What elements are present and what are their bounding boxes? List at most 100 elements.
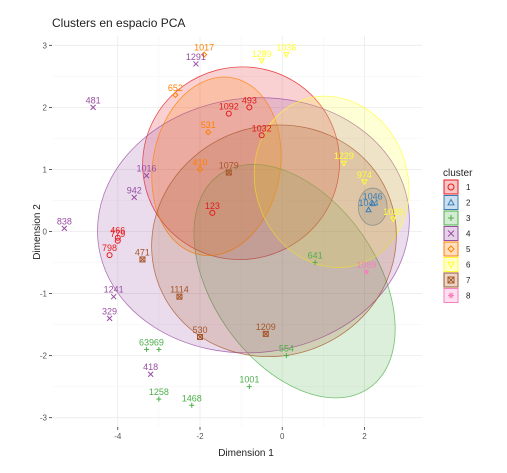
- point-label: 1017: [194, 43, 214, 53]
- point-cluster-4: [193, 61, 199, 67]
- legend: cluster 1 2 3 4 5 6 7 8: [443, 168, 473, 303]
- point-cluster-5: [205, 128, 212, 136]
- point-label: 1044: [359, 198, 379, 208]
- legend-label-2: 2: [466, 199, 471, 208]
- point-cluster-8: [364, 269, 369, 275]
- cluster-ellipse-5: [151, 76, 282, 257]
- point-cluster-1: [106, 252, 113, 259]
- x-tick-label: -4: [114, 432, 122, 441]
- point-label: 974: [357, 170, 372, 180]
- cluster-ellipse-3: [193, 164, 396, 399]
- y-tick-label: -3: [40, 414, 48, 423]
- point-label: 1039: [383, 207, 403, 217]
- point-label: 798: [102, 243, 117, 253]
- point-cluster-3: [283, 353, 289, 359]
- point-label: 493: [242, 95, 257, 105]
- point-label: 418: [143, 362, 158, 372]
- chart-title: Clusters en espacio PCA: [52, 16, 185, 30]
- x-tick-label: 0: [280, 432, 285, 441]
- legend-key-2: [443, 195, 459, 210]
- point-cluster-3: [144, 346, 150, 352]
- point-label: 531: [201, 120, 216, 130]
- x-tick-label: -2: [196, 432, 204, 441]
- legend-marker-2: [447, 198, 455, 206]
- point-cluster-3: [156, 346, 162, 352]
- point-cluster-1: [246, 104, 253, 111]
- point-cluster-4: [147, 371, 154, 378]
- legend-title: cluster: [443, 168, 473, 179]
- legend-marker-6: [447, 261, 455, 269]
- x-axis-ticks: -4 -2 0 2: [114, 427, 367, 441]
- point-label: 1209: [256, 322, 276, 332]
- point-label: 1468: [182, 393, 202, 403]
- point-cluster-2: [365, 206, 372, 213]
- y-tick-label: -2: [40, 352, 48, 361]
- cluster-ellipse-6: [253, 95, 410, 268]
- cluster-ellipse-7: [151, 124, 397, 358]
- point-label: 481: [86, 95, 101, 105]
- point-cluster-1: [114, 234, 121, 241]
- y-tick-label: 3: [43, 41, 48, 50]
- point-label: 1291: [186, 52, 206, 62]
- point-label: 1036: [276, 43, 296, 53]
- y-tick-label: 1: [43, 165, 48, 174]
- x-axis-title: Dimension 1: [218, 448, 274, 459]
- legend-label-7: 7: [466, 276, 471, 285]
- legend-marker-8: [448, 292, 454, 299]
- point-label: 123: [205, 201, 220, 211]
- legend-label-3: 3: [466, 214, 471, 223]
- point-cluster-6: [282, 52, 290, 59]
- point-label: 1001: [239, 375, 259, 385]
- y-tick-label: 2: [43, 103, 48, 112]
- point-label: 554: [279, 344, 294, 354]
- point-cluster-1: [225, 110, 232, 117]
- point-cluster-5: [172, 91, 179, 99]
- legend-key-1: [443, 179, 459, 195]
- point-cluster-2: [369, 200, 377, 207]
- legend-label-8: 8: [466, 292, 471, 301]
- point-label: 1289: [252, 49, 272, 59]
- legend-label-6: 6: [466, 261, 471, 270]
- point-cluster-4: [131, 194, 138, 201]
- cluster-ellipse-1: [142, 66, 341, 260]
- cluster-ellipses: [97, 66, 410, 399]
- point-cluster-6: [258, 58, 266, 65]
- cluster-ellipse-4: [97, 97, 410, 354]
- point-label: 1258: [149, 387, 169, 397]
- legend-label-4: 4: [466, 230, 471, 239]
- legend-marker-3: [448, 215, 454, 221]
- point-label: 410: [192, 157, 207, 167]
- point-label: 1114: [170, 285, 189, 295]
- point-cluster-6: [361, 179, 368, 186]
- point-cluster-1: [209, 209, 216, 216]
- point-cluster-3: [156, 396, 162, 402]
- point-label: 639: [139, 337, 154, 347]
- legend-label-1: 1: [466, 183, 471, 192]
- legend-marker-5: [447, 245, 455, 253]
- point-label: 641: [308, 251, 323, 261]
- point-label: 1092: [219, 102, 239, 112]
- cluster-ellipse-2: [357, 187, 388, 226]
- point-label: 1229: [334, 151, 354, 161]
- grid-lines: [52, 36, 422, 427]
- legend-marker-7: [447, 276, 455, 284]
- point-cluster-4: [110, 293, 117, 300]
- point-label: 1079: [219, 161, 239, 171]
- point-cluster-3: [312, 260, 318, 266]
- point-cluster-6: [340, 160, 348, 167]
- point-label: 1241: [104, 285, 124, 295]
- point-label: 1016: [137, 164, 157, 174]
- legend-key-6: [443, 257, 459, 272]
- legend-label-5: 5: [466, 245, 471, 254]
- y-tick-label: -1: [40, 290, 48, 299]
- point-cluster-1: [258, 132, 265, 139]
- legend-marker-1: [447, 183, 455, 191]
- point-cluster-7: [262, 330, 269, 337]
- point-label: 838: [57, 216, 72, 226]
- point-cluster-4: [61, 225, 68, 232]
- point-label: 1046: [363, 192, 383, 202]
- point-label: 329: [102, 306, 117, 316]
- point-cluster-1: [114, 237, 121, 244]
- point-cluster-7: [176, 293, 183, 300]
- cluster-points: [61, 51, 397, 408]
